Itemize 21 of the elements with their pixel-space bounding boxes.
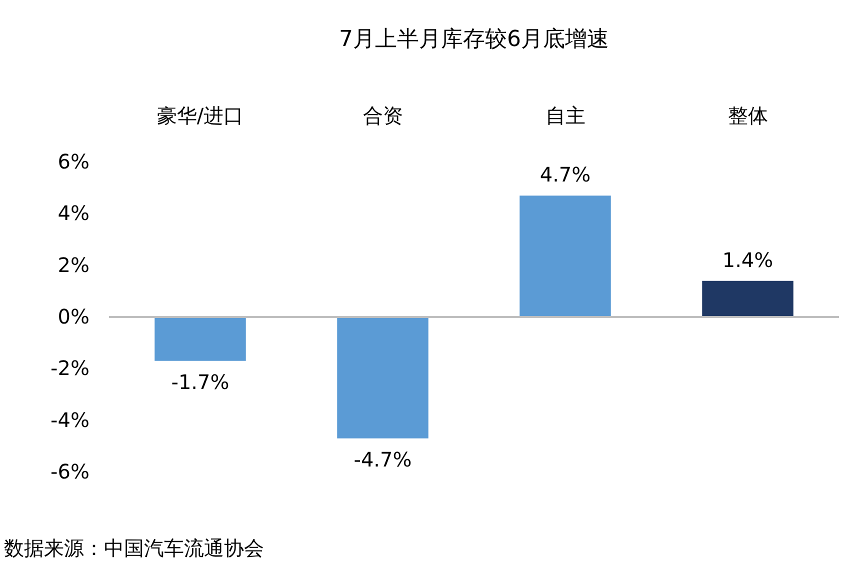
data-label: -1.7% [171,370,230,394]
data-label: 1.4% [722,248,774,272]
source-note: 数据来源：中国汽车流通协会 [4,535,264,562]
bar [702,280,794,317]
x-tick-label: 自主 [545,104,586,128]
data-label: -4.7% [354,447,412,472]
bar [520,196,611,317]
y-tick-label: -4% [50,408,90,432]
y-tick-label: 6% [58,150,90,174]
y-tick-label: 4% [58,201,90,226]
x-tick-label: 豪华/进口 [156,104,244,128]
y-tick-label: -2% [50,356,90,380]
bar [337,317,428,438]
data-label: 4.7% [540,162,591,187]
bar [154,317,246,361]
y-tick-label: 0% [58,304,90,328]
x-tick-label: 合资 [362,104,403,128]
y-tick-label: 2% [58,252,90,277]
x-tick-label: 整体 [728,104,768,128]
y-tick-label: -6% [50,460,90,484]
chart-title: 7月上半月库存较6月底增速 [339,27,609,52]
